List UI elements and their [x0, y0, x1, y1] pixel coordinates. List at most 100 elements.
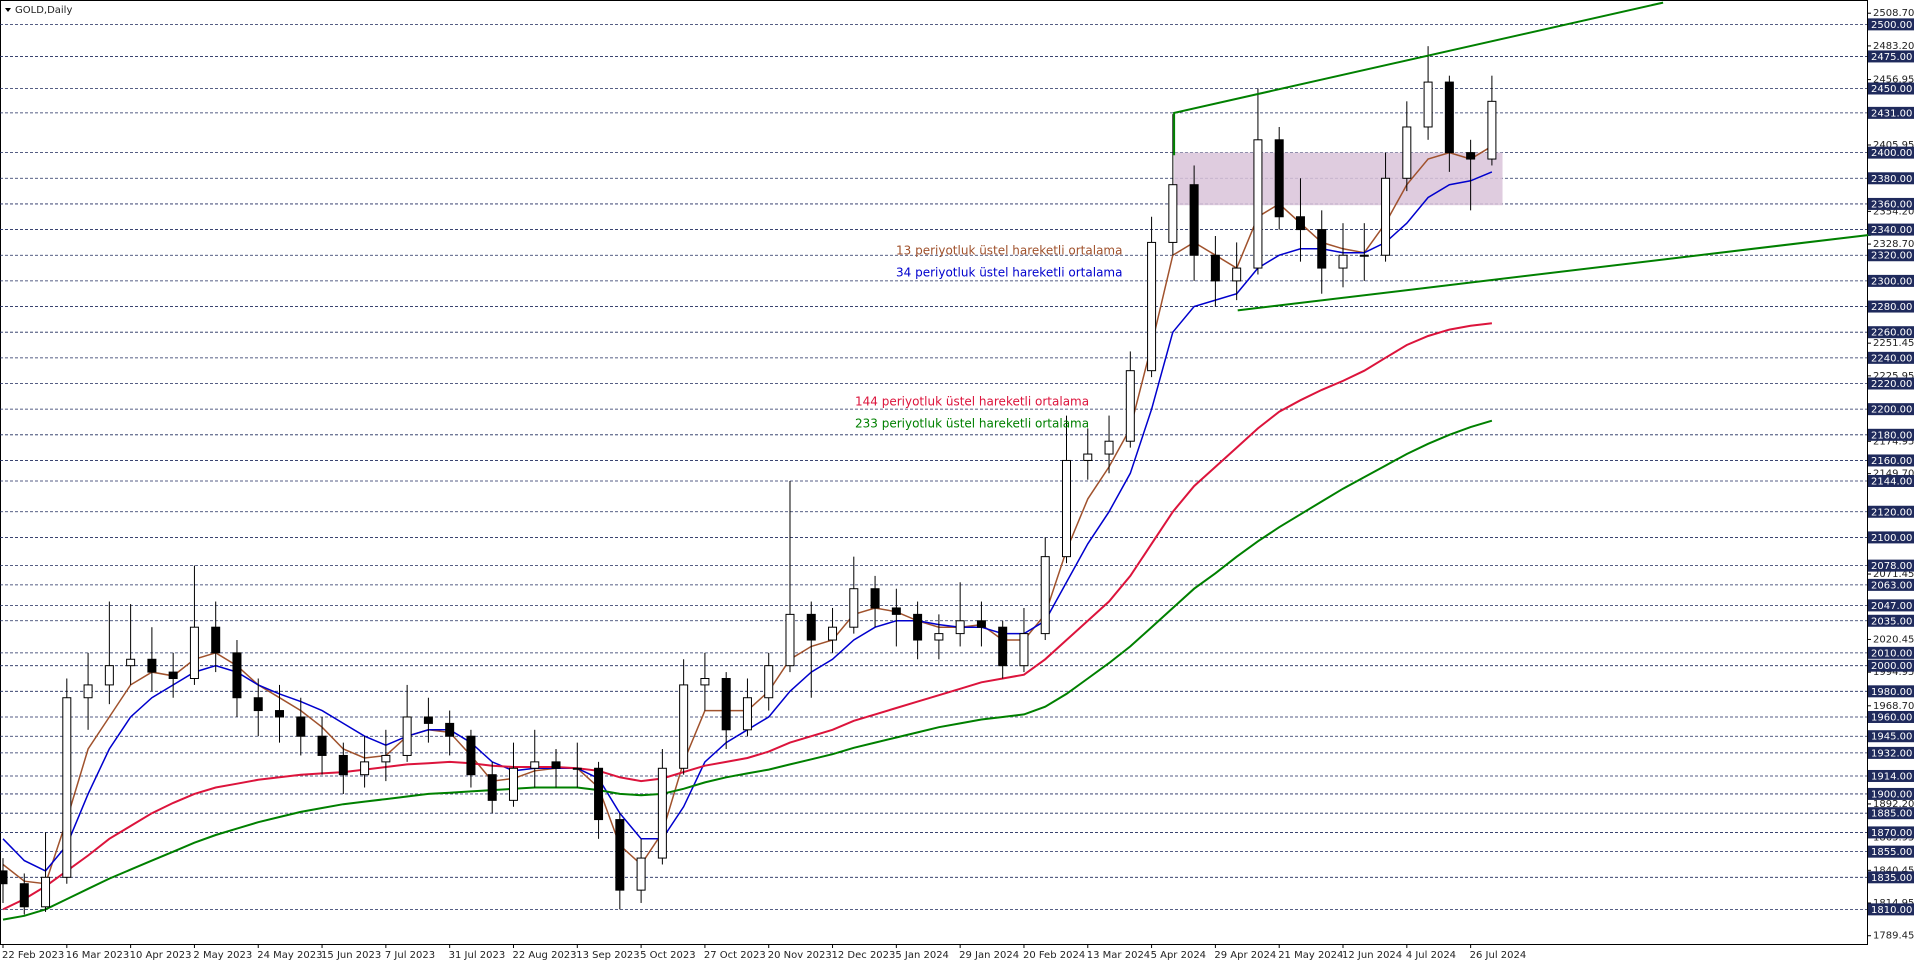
y-tick-label: 2405.95 — [1873, 140, 1914, 151]
level-label: 1945.00 — [1871, 732, 1912, 743]
candle-body — [849, 588, 859, 628]
candle-body — [679, 684, 689, 769]
candle-body — [1232, 267, 1242, 282]
level-label: 2063.00 — [1871, 580, 1912, 591]
x-tick-label: 10 Apr 2023 — [130, 950, 192, 961]
x-tick-label: 7 Jul 2023 — [385, 950, 435, 961]
chart-title: GOLD,Daily — [15, 5, 72, 16]
candle-body — [126, 658, 136, 667]
y-tick-label: 2149.70 — [1873, 469, 1914, 480]
level-label: 2200.00 — [1871, 405, 1912, 416]
candle-body — [232, 652, 242, 699]
level-tag — [1868, 903, 1914, 916]
candle-body — [189, 626, 199, 680]
candle-body — [445, 722, 455, 737]
level-tag — [1868, 845, 1914, 858]
candle-body — [211, 626, 221, 654]
candle-body — [1295, 216, 1305, 231]
level-tag — [1868, 746, 1914, 759]
price-zone — [1174, 152, 1503, 206]
x-tick-label: 13 Mar 2024 — [1087, 950, 1150, 961]
x-tick-label: 2 May 2023 — [193, 950, 252, 961]
candle-body — [976, 620, 986, 628]
level-label: 2000.00 — [1871, 661, 1912, 672]
level-tag — [1868, 377, 1914, 390]
x-tick-label: 5 Apr 2024 — [1151, 950, 1206, 961]
level-tag — [1868, 351, 1914, 364]
candle-body — [1062, 459, 1071, 558]
x-tick-label: 29 Jan 2024 — [959, 950, 1019, 961]
level-label: 2047.00 — [1871, 601, 1912, 612]
candle-body — [551, 761, 561, 769]
x-tick-label: 12 Dec 2023 — [832, 950, 896, 961]
candle-body — [1040, 556, 1050, 635]
level-label: 1885.00 — [1871, 809, 1912, 820]
level-label: 2380.00 — [1871, 174, 1912, 185]
x-tick-label: 5 Jan 2024 — [895, 950, 949, 961]
level-label: 1980.00 — [1871, 687, 1912, 698]
candle-body — [657, 767, 667, 859]
level-tag — [1868, 871, 1914, 884]
level-label: 2450.00 — [1871, 84, 1912, 95]
candle-body — [934, 633, 944, 641]
candle-body — [1147, 241, 1157, 372]
level-tag — [1868, 274, 1914, 287]
candle-body — [913, 613, 923, 641]
candle-body — [466, 735, 476, 776]
level-tag — [1868, 454, 1914, 467]
level-tag — [1868, 146, 1914, 159]
moving-average-line — [2, 419, 1493, 921]
x-tick-label: 20 Feb 2024 — [1023, 950, 1085, 961]
series-annotation: 34 periyotluk üstel hareketli ortalama — [896, 266, 1122, 280]
level-label: 2500.00 — [1871, 20, 1912, 31]
level-label: 2320.00 — [1871, 251, 1912, 262]
moving-average-line — [2, 322, 1493, 911]
level-label: 2035.00 — [1871, 616, 1912, 627]
candle-body — [1253, 139, 1263, 269]
level-label: 2240.00 — [1871, 353, 1912, 364]
level-tag — [1868, 531, 1914, 544]
x-tick-label: 27 Oct 2023 — [704, 950, 766, 961]
candle-body — [1083, 453, 1093, 461]
level-tag — [1868, 300, 1914, 313]
candle-body — [296, 716, 306, 737]
candle-body — [721, 678, 731, 731]
level-tag — [1868, 559, 1914, 572]
candle-body — [636, 857, 646, 891]
x-tick-label: 29 Apr 2024 — [1214, 950, 1276, 961]
candle-body — [1466, 152, 1476, 160]
level-tag — [1868, 82, 1914, 95]
x-tick-label: 22 Feb 2023 — [2, 950, 64, 961]
x-tick-label: 26 Jul 2024 — [1470, 950, 1527, 961]
candle-body — [1444, 81, 1454, 154]
y-tick-label: 1789.45 — [1873, 931, 1914, 942]
candle-body — [147, 658, 157, 673]
level-label: 1932.00 — [1871, 748, 1912, 759]
y-tick-label: 2071.45 — [1873, 569, 1914, 580]
x-tick-label: 31 Jul 2023 — [449, 950, 506, 961]
level-tag — [1868, 106, 1914, 119]
level-label: 2340.00 — [1871, 225, 1912, 236]
x-tick-label: 12 Jun 2024 — [1342, 950, 1402, 961]
level-tag — [1868, 172, 1914, 185]
trend-line — [1237, 233, 1872, 312]
level-tag — [1868, 474, 1914, 487]
candle-body — [1210, 254, 1220, 282]
series-annotation: 144 periyotluk üstel hareketli ortalama — [855, 395, 1089, 409]
level-tag — [1868, 50, 1914, 63]
y-tick-label: 1968.70 — [1873, 701, 1914, 712]
candle-body — [870, 588, 880, 609]
y-tick-label: 2456.95 — [1873, 75, 1914, 86]
candle-body — [317, 735, 327, 756]
candle-body — [62, 697, 72, 878]
candle-body — [275, 710, 285, 718]
level-tag — [1868, 326, 1914, 339]
candle-body — [360, 761, 370, 776]
level-label: 2260.00 — [1871, 328, 1912, 339]
series-annotation: 233 periyotluk üstel hareketli ortalama — [855, 417, 1089, 431]
candle-body — [508, 767, 518, 801]
candle-body — [828, 626, 838, 641]
candle-body — [700, 678, 710, 686]
x-tick-label: 5 Oct 2023 — [640, 950, 695, 961]
